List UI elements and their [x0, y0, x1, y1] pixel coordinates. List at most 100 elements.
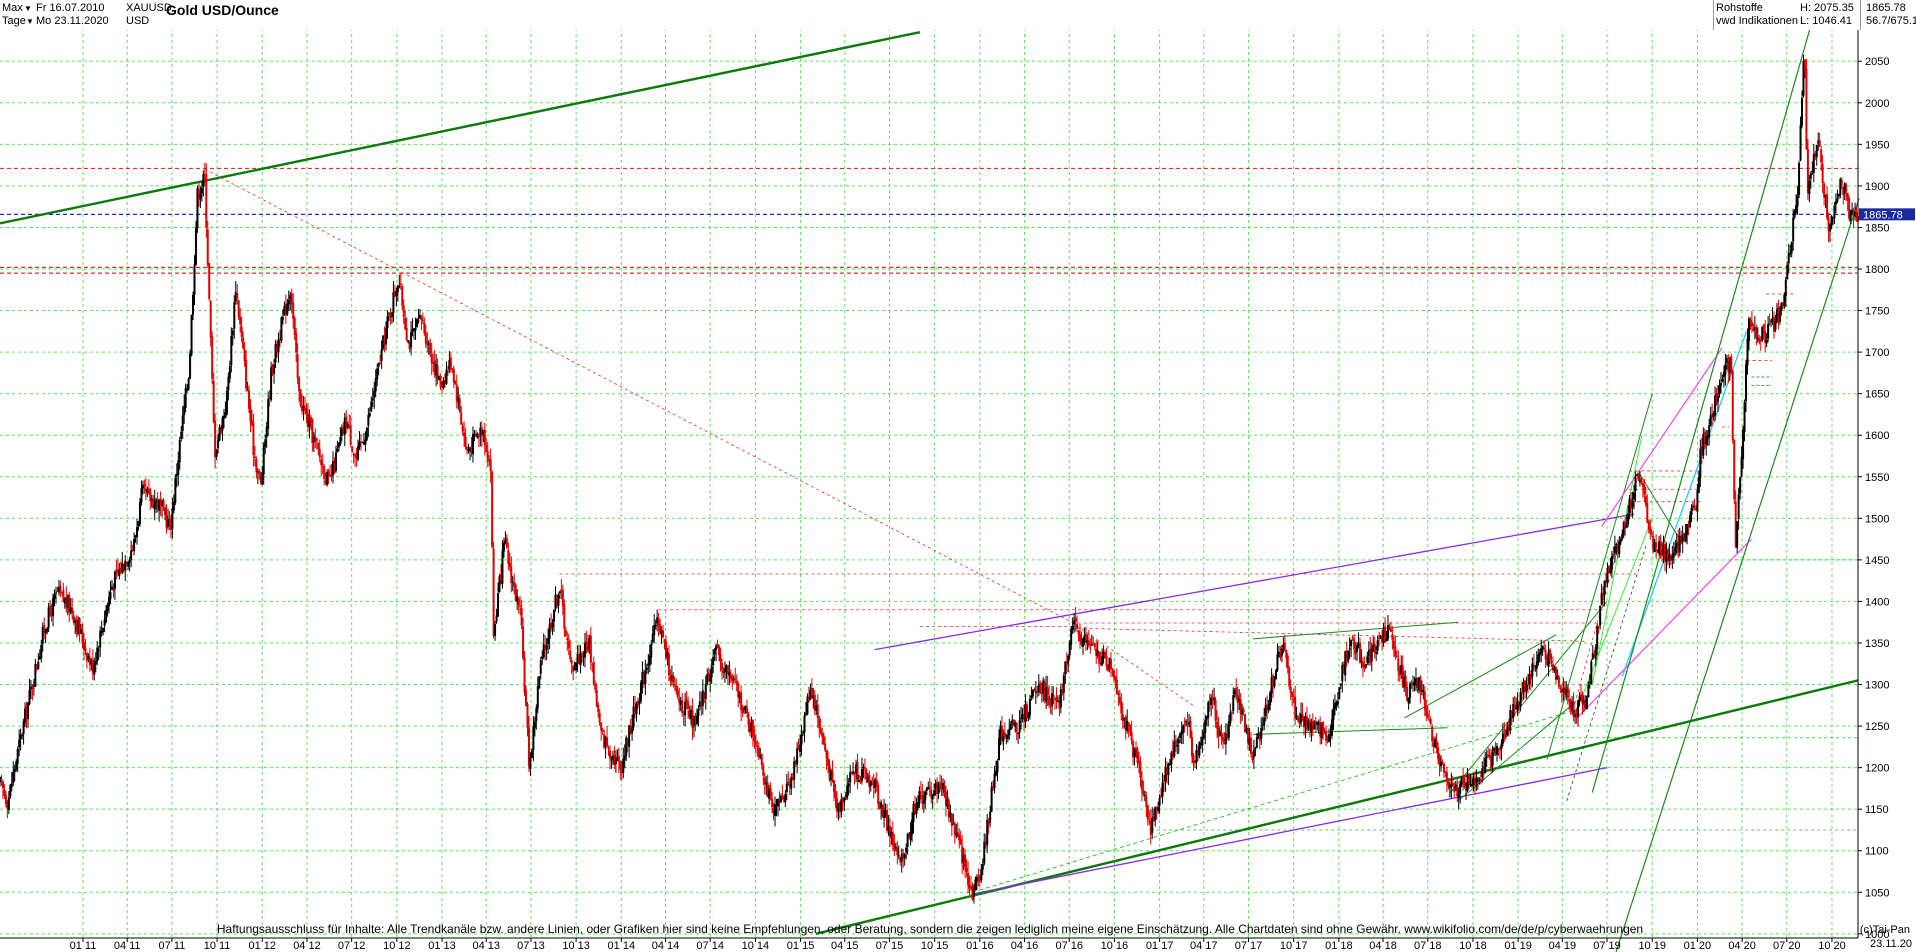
candle-body — [1728, 357, 1731, 374]
candle-body — [1543, 648, 1546, 650]
candle-body — [573, 668, 576, 670]
candle-body — [946, 799, 949, 807]
candle-body — [852, 771, 855, 774]
candle-body — [1712, 413, 1715, 417]
candle-body — [769, 788, 772, 798]
candle-body — [1216, 721, 1219, 729]
candle-body — [1783, 294, 1786, 307]
copyright: (c)Tai-Pan — [1859, 924, 1910, 936]
candle-body — [321, 463, 324, 466]
candle-body — [1254, 747, 1257, 750]
candle-body — [1521, 693, 1524, 695]
candle-body — [43, 625, 46, 633]
candle-body — [731, 676, 734, 682]
candle-body — [1743, 402, 1746, 432]
candle-body — [1706, 435, 1709, 439]
candle-body — [631, 726, 634, 734]
candle-body — [1322, 721, 1325, 732]
range-caret-icon[interactable]: ▼ — [24, 4, 32, 13]
candle-body — [1812, 154, 1815, 173]
candle-body — [1749, 319, 1752, 323]
candle-body — [488, 459, 491, 462]
candle-body — [0, 778, 3, 780]
candle-body — [1522, 681, 1525, 693]
trend-line-green — [815, 679, 1859, 936]
candle-body — [228, 366, 231, 379]
candle-body — [1297, 717, 1300, 721]
candle-body — [265, 426, 268, 438]
candle-body — [776, 799, 779, 807]
candle-body — [582, 656, 585, 658]
candle-body — [505, 538, 508, 548]
candle-body — [245, 360, 248, 389]
candle-body — [1316, 722, 1319, 725]
candle-body — [956, 832, 959, 838]
y-tick-label: 1850 — [1865, 222, 1889, 234]
candle-body — [687, 701, 690, 709]
candle-body — [1230, 712, 1233, 714]
candle-body — [915, 805, 918, 814]
candle-body — [155, 499, 158, 503]
x-axis: 01 11 04 11 07 11 10 11 01 12 04 12 07 12 10 12… — [0, 937, 1858, 952]
candle-body — [1479, 779, 1482, 781]
candle-body — [1752, 328, 1755, 331]
candle-body — [1684, 534, 1687, 542]
candle-body — [1341, 664, 1344, 682]
candle-body — [880, 802, 883, 809]
candle-body — [632, 706, 635, 728]
candle-body — [1151, 818, 1154, 833]
candle-body — [362, 442, 365, 445]
candle-body — [1389, 628, 1392, 632]
candle-body — [295, 332, 298, 352]
candle-body — [1148, 820, 1151, 822]
candle-body — [385, 328, 388, 345]
candle-body — [1048, 695, 1051, 706]
candle-body — [1787, 252, 1790, 264]
candle-body — [1257, 733, 1260, 739]
y-tick-label: 1900 — [1865, 181, 1889, 193]
candle-body — [1668, 554, 1671, 561]
candle-body — [1481, 768, 1484, 777]
candle-body — [815, 705, 818, 711]
candle-body — [597, 704, 600, 713]
x-tick-label: 10 13 — [562, 940, 590, 952]
candle-body — [1015, 722, 1018, 732]
candle-body — [1774, 321, 1777, 330]
candle-body — [230, 336, 233, 366]
candle-body — [1223, 740, 1226, 744]
candle-body — [609, 750, 612, 759]
y-tick-label: 1300 — [1865, 680, 1889, 692]
candle-body — [1266, 705, 1269, 710]
candle-body — [63, 599, 66, 604]
range-selector[interactable]: Max — [2, 2, 23, 14]
low-value: L: 1046.41 — [1800, 15, 1852, 27]
candle-body — [941, 783, 944, 789]
candle-body — [1818, 140, 1821, 147]
candle-body — [1493, 748, 1496, 751]
candle-body — [579, 653, 582, 666]
candle-body — [1764, 331, 1767, 343]
interval-selector[interactable]: Tage — [2, 15, 26, 27]
candle-body — [324, 481, 327, 483]
candle-body — [989, 811, 992, 823]
candle-body — [1002, 734, 1005, 742]
candle-body — [1634, 476, 1637, 491]
candle-body — [819, 728, 822, 734]
y-tick-label: 1800 — [1865, 264, 1889, 276]
candle-body — [1126, 720, 1129, 731]
candle-body — [69, 607, 72, 613]
candle-body — [548, 624, 551, 639]
candle-body — [925, 788, 928, 791]
candle-body — [1840, 180, 1843, 185]
candle-body — [1470, 784, 1473, 787]
interval-caret-icon[interactable]: ▼ — [26, 17, 34, 26]
candle-body — [1767, 324, 1770, 339]
candle-body — [159, 498, 162, 505]
candle-body — [600, 722, 603, 731]
candle-body — [1823, 183, 1826, 198]
candle-body — [18, 739, 21, 748]
candle-body — [1708, 425, 1711, 438]
candle-body — [647, 663, 650, 666]
candle-body — [37, 661, 40, 669]
